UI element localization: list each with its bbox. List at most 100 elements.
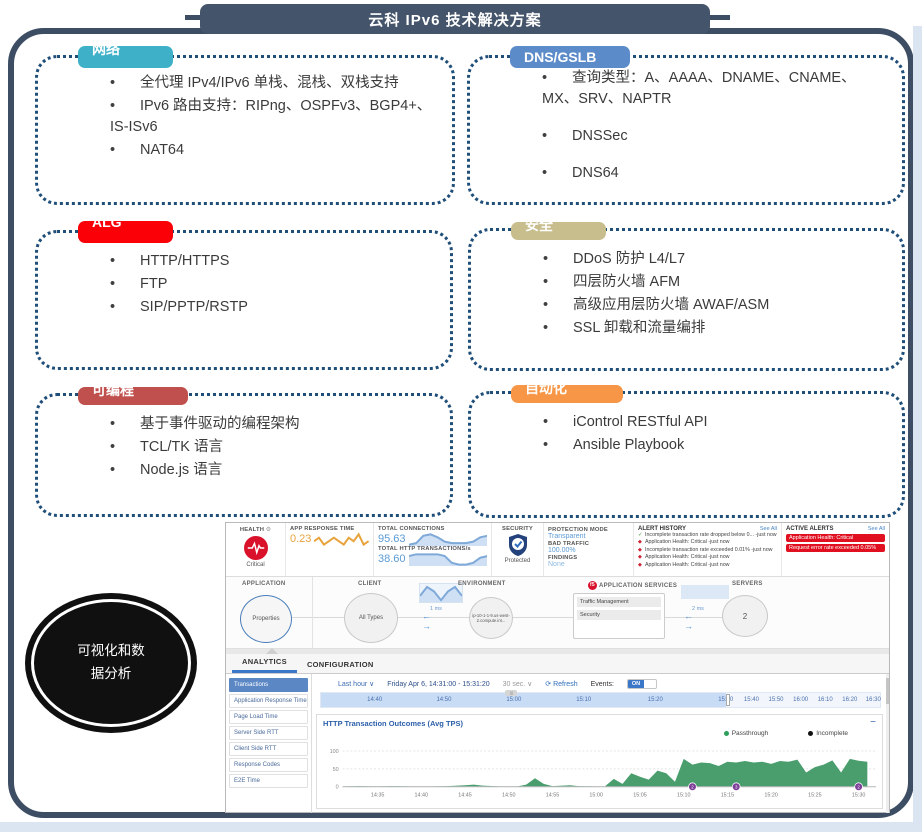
timeline-scrubber[interactable]: 14:40 14:50 15:00 15:10 15:20 15:30 15:40 15:50… bbox=[320, 690, 881, 708]
svg-text:15:20: 15:20 bbox=[764, 793, 778, 799]
alert-status-icon bbox=[638, 532, 645, 539]
sidebar-item[interactable]: Transactions bbox=[229, 678, 308, 692]
bullet-item: HTTP/HTTPS bbox=[110, 251, 432, 272]
tab-configuration[interactable]: CONFIGURATION bbox=[306, 660, 374, 669]
app-response-time-label: APP RESPONSE TIME bbox=[290, 526, 355, 532]
client-label: CLIENT bbox=[358, 581, 382, 587]
events-label: Events: bbox=[590, 680, 614, 688]
bullet-item: SSL 卸载和流量编排 bbox=[543, 318, 884, 339]
svg-text:14:35: 14:35 bbox=[371, 793, 385, 799]
environment-label: ENVIRONMENT bbox=[458, 581, 506, 587]
bullet-item: 基于事件驱动的编程架构 bbox=[110, 414, 432, 435]
scrollbar[interactable] bbox=[886, 674, 889, 813]
protection-mode-value: Transparent bbox=[548, 533, 586, 540]
bullet-item: 查询类型：A、AAAA、DNAME、CNAME、MX、SRV、NAPTR bbox=[542, 68, 884, 110]
bullet-item: Node.js 语言 bbox=[110, 460, 432, 481]
gear-icon[interactable]: ⚙ bbox=[265, 527, 272, 533]
active-alerts-title: ACTIVE ALERTS bbox=[786, 526, 834, 532]
svg-text:15:00: 15:00 bbox=[589, 793, 602, 799]
protection-mode-label: PROTECTION MODE bbox=[548, 527, 609, 533]
bad-traffic-value: 100.00% bbox=[548, 547, 576, 554]
bullet-item: TCL/TK 语言 bbox=[110, 437, 432, 458]
bullet-list: DDoS 防护 L4/L7四层防火墙 AFM高级应用层防火墙 AWAF/ASMS… bbox=[471, 231, 902, 339]
sidebar-item[interactable]: Response Codes bbox=[229, 758, 308, 772]
bullet-item: DDoS 防护 L4/L7 bbox=[543, 249, 884, 270]
time-range-dropdown[interactable]: Last hour ∨ bbox=[338, 681, 375, 688]
timeline-tick: 14:50 bbox=[436, 697, 452, 703]
latency-1ms: 1 ms bbox=[430, 606, 442, 612]
svg-text:15:25: 15:25 bbox=[808, 793, 822, 799]
sidebar-item[interactable]: E2E Time bbox=[229, 774, 308, 788]
client-node[interactable]: All Types bbox=[344, 593, 398, 643]
security-status: Protected bbox=[504, 558, 531, 564]
bullet-item: DNSSec bbox=[542, 126, 884, 147]
application-label: APPLICATION bbox=[242, 581, 286, 587]
bullet-list: 全代理 IPv4/IPv6 单栈、混栈、双栈支持IPv6 路由支持：RIPng、… bbox=[38, 58, 452, 161]
sidebar-item[interactable]: Server Side RTT bbox=[229, 726, 308, 740]
refresh-button[interactable]: ⟳ Refresh bbox=[545, 681, 578, 688]
arrow-right-icon: → bbox=[422, 621, 431, 631]
http-outcomes-chart-card: HTTP Transaction Outcomes (Avg TPS) − Pa… bbox=[316, 714, 883, 809]
environment-node[interactable]: ip-10-1-1-9.us-west-2.compute.int... bbox=[469, 597, 513, 639]
alert-history-row: Application Health: Critical -just now bbox=[638, 554, 777, 561]
arrow-left-icon: ← bbox=[422, 611, 431, 621]
oval-inner-ring bbox=[31, 599, 191, 727]
sidebar-item[interactable]: Page Load Time bbox=[229, 710, 308, 724]
total-http-sparkline bbox=[408, 552, 487, 566]
alert-status-icon bbox=[638, 562, 645, 569]
sidebar-item[interactable]: Application Response Time bbox=[229, 694, 308, 708]
divider-strip bbox=[226, 649, 889, 654]
alert-history-title: ALERT HISTORY bbox=[638, 526, 687, 532]
total-connections-label: TOTAL CONNECTIONS bbox=[378, 526, 445, 532]
timeline-tick: 16:20 bbox=[842, 697, 858, 703]
tab-analytics[interactable]: ANALYTICS bbox=[232, 653, 297, 673]
alert-history-see-all[interactable]: See All bbox=[759, 526, 777, 532]
alert-history-row: Application Health: Critical -just now bbox=[638, 539, 777, 546]
feature-box-automation: 自动化 iControl RESTful APIAnsible Playbook bbox=[468, 385, 905, 518]
application-node[interactable]: Properties bbox=[240, 595, 292, 643]
svg-text:100: 100 bbox=[330, 749, 339, 755]
active-alerts-see-all[interactable]: See All bbox=[867, 526, 885, 532]
alert-history-list: Incomplete transaction rate dropped belo… bbox=[638, 532, 777, 569]
servers-node[interactable]: 2 bbox=[722, 595, 768, 637]
feature-box-security: 安全 DDoS 防护 L4/L7四层防火墙 AFM高级应用层防火墙 AWAF/A… bbox=[468, 222, 905, 371]
events-toggle[interactable]: ON bbox=[626, 679, 657, 689]
timeline-tick: 14:40 bbox=[367, 697, 383, 703]
timeline-selected-range[interactable] bbox=[321, 693, 727, 707]
box-badge-network: 网络 bbox=[78, 46, 173, 68]
bullet-item: 高级应用层防火墙 AWAF/ASM bbox=[543, 295, 884, 316]
timeline-tick: 16:30 bbox=[865, 697, 881, 703]
topology-map: APPLICATION Properties CLIENT All Types … bbox=[226, 577, 889, 649]
alert-history-row: Incomplete transaction rate exceeded 0.0… bbox=[638, 547, 777, 554]
health-icon bbox=[243, 536, 268, 560]
bullet-item: SIP/PPTP/RSTP bbox=[110, 297, 432, 318]
bullet-item: NAT64 bbox=[110, 140, 434, 161]
app-response-time-value: 0.23 bbox=[290, 533, 312, 545]
alert-status-icon bbox=[638, 554, 645, 561]
svg-text:14:45: 14:45 bbox=[458, 793, 472, 799]
bullet-list: 基于事件驱动的编程架构TCL/TK 语言Node.js 语言 bbox=[38, 396, 450, 481]
sidebar-item[interactable]: Client Side RTT bbox=[229, 742, 308, 756]
svg-text:14:40: 14:40 bbox=[415, 793, 429, 799]
bullet-item: 全代理 IPv4/IPv6 单栈、混栈、双栈支持 bbox=[110, 73, 434, 94]
application-services-box: Traffic Management Security bbox=[573, 593, 665, 639]
chart-title: HTTP Transaction Outcomes (Avg TPS) bbox=[323, 719, 464, 728]
service-row[interactable]: Traffic Management bbox=[577, 597, 661, 607]
legend-passthrough: Passthrough bbox=[723, 730, 768, 737]
collapse-icon[interactable]: − bbox=[870, 717, 876, 728]
timeline-tick: 15:00 bbox=[506, 697, 522, 703]
timeline-tick: 15:20 bbox=[647, 697, 663, 703]
legend-dot-passthrough bbox=[723, 730, 729, 736]
bullet-list: HTTP/HTTPSFTPSIP/PPTP/RSTP bbox=[38, 233, 450, 318]
active-alert-badge: Application Health: Critical bbox=[786, 534, 885, 542]
service-row[interactable]: Security bbox=[577, 610, 661, 620]
timeline-thumb[interactable] bbox=[726, 694, 731, 706]
timeline-drag-handle[interactable]: ||| bbox=[505, 690, 518, 696]
latency-2ms: 2 ms bbox=[692, 606, 704, 612]
timeline-tick: 15:10 bbox=[576, 697, 592, 703]
alert-status-icon bbox=[638, 547, 645, 554]
feature-box-dns-gslb: DNS/GSLB 查询类型：A、AAAA、DNAME、CNAME、MX、SRV、… bbox=[467, 46, 905, 205]
svg-text:0: 0 bbox=[336, 785, 339, 791]
app-response-sparkline bbox=[314, 532, 369, 546]
interval-dropdown[interactable]: 30 sec. ∨ bbox=[502, 681, 533, 688]
